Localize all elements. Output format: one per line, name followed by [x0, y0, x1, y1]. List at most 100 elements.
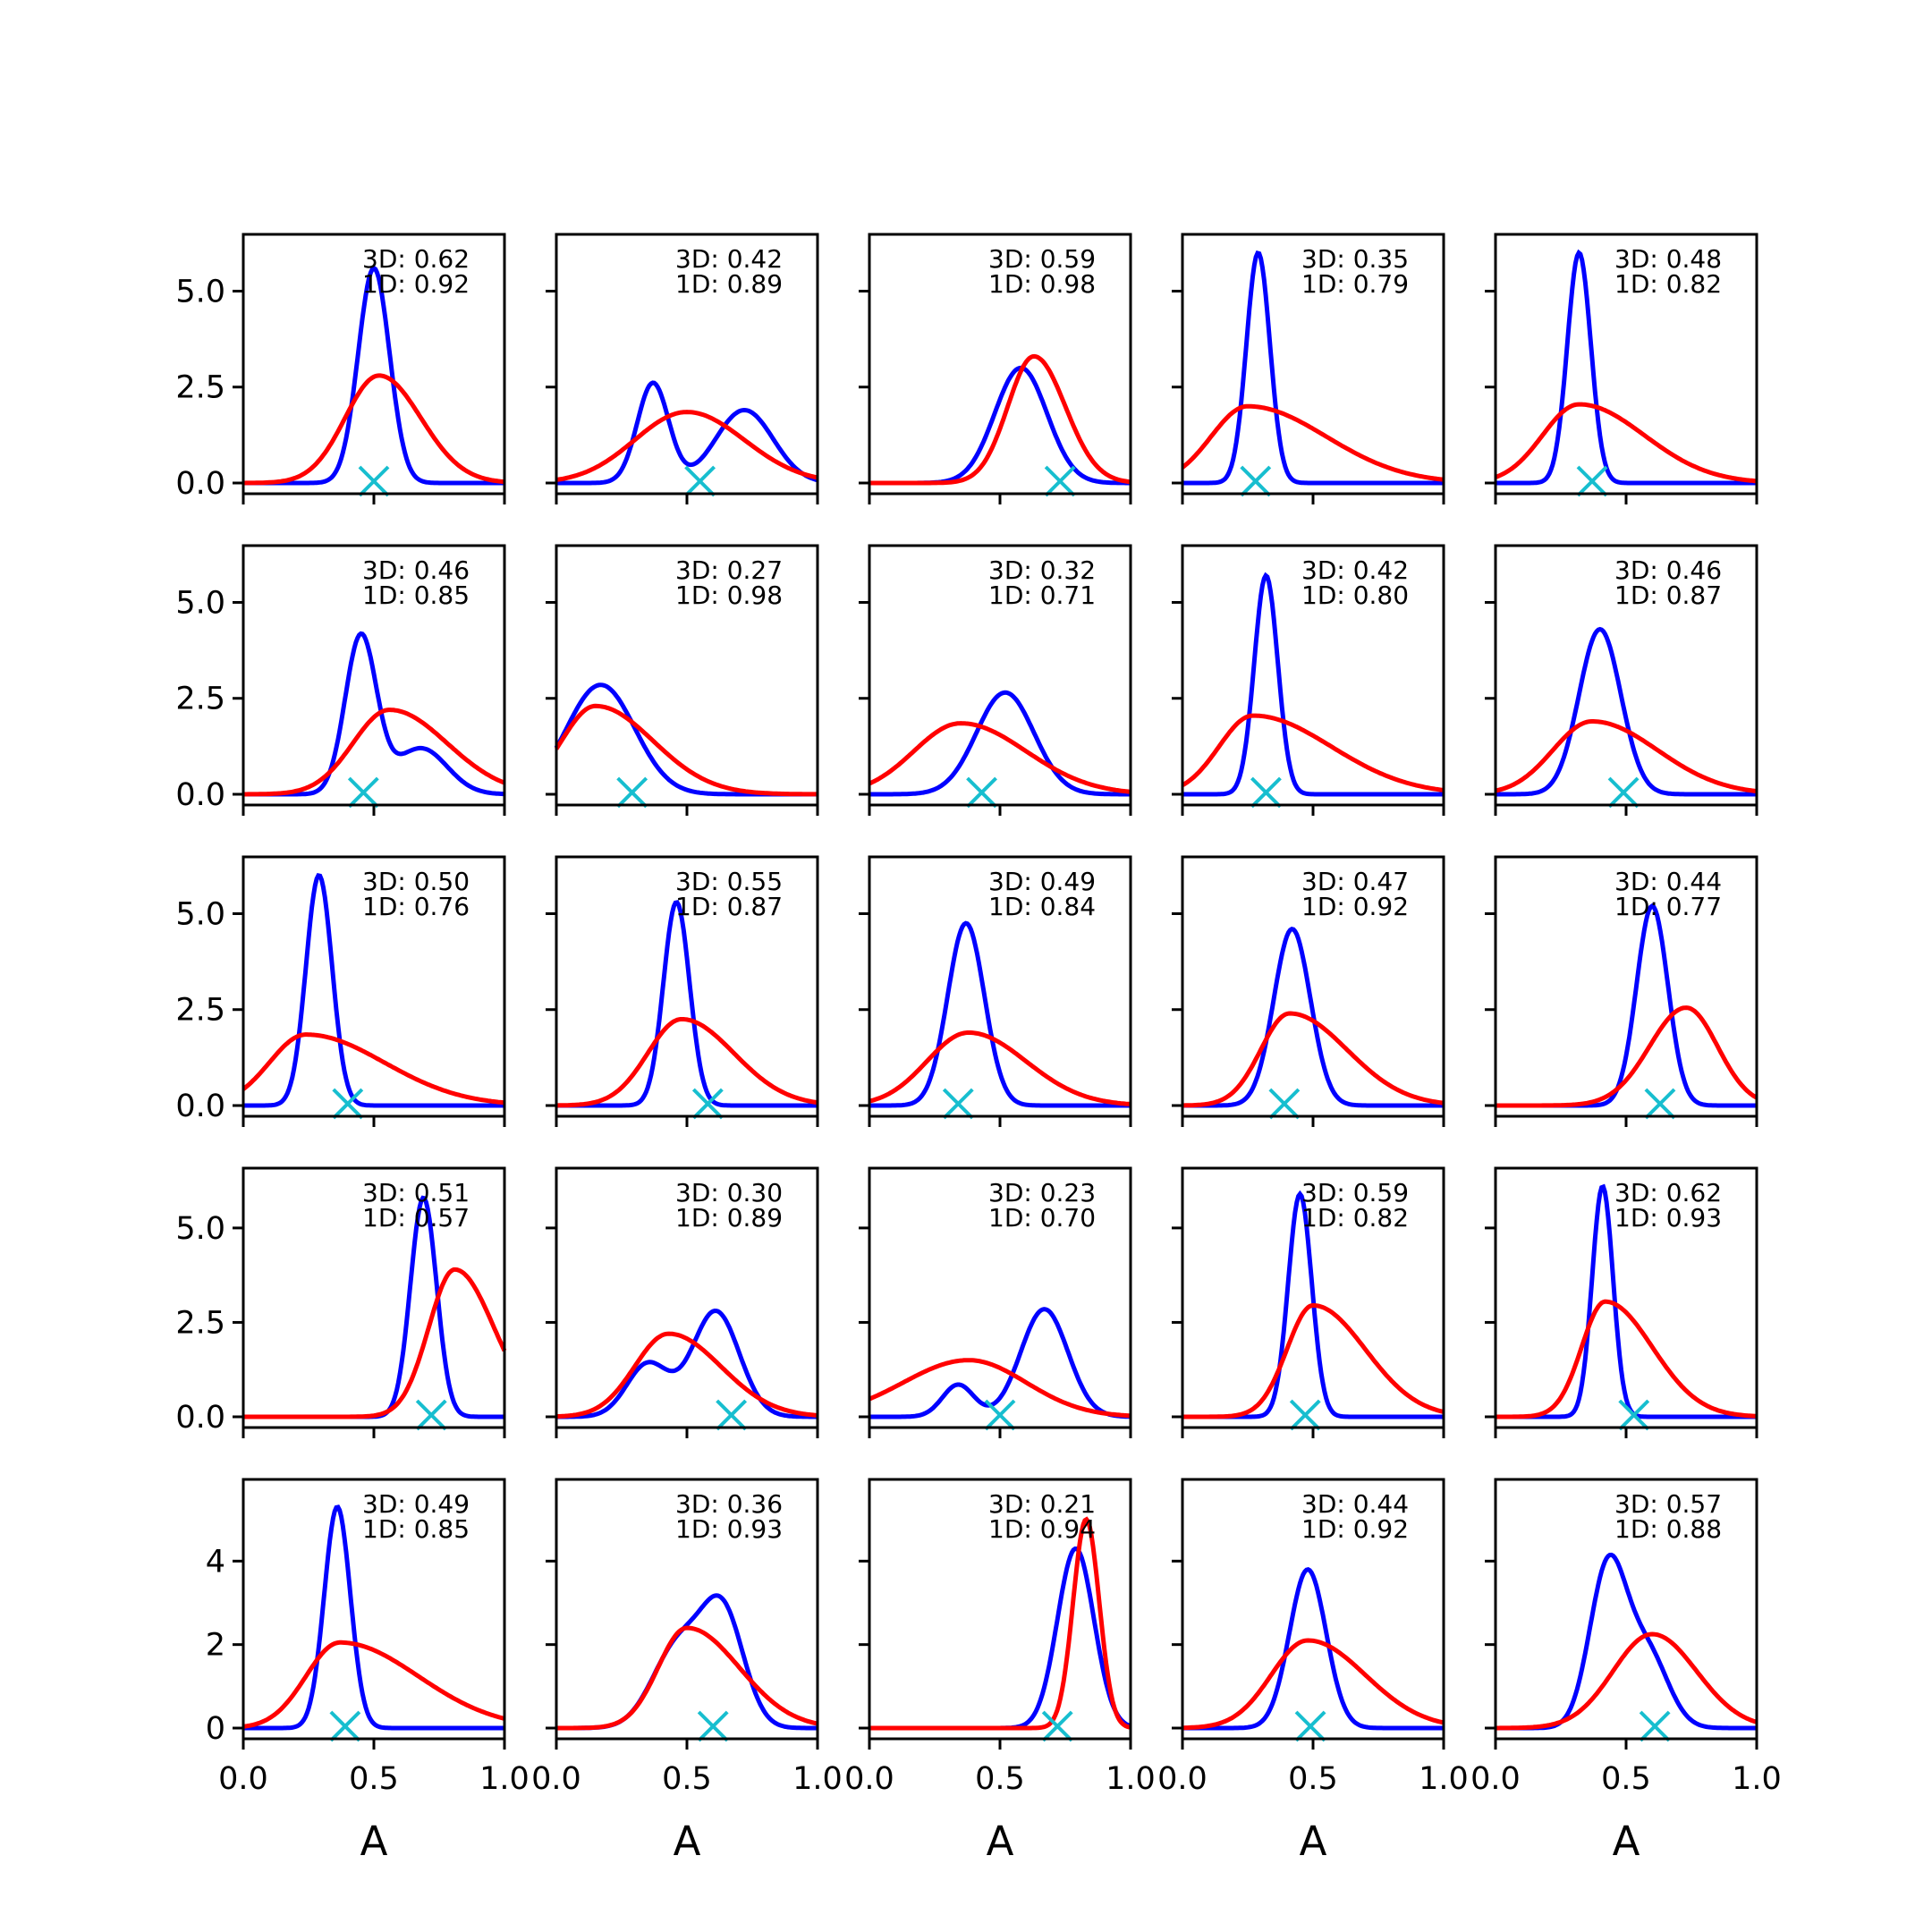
- label-3d: 3D: 0.42: [675, 244, 783, 274]
- curve-1d: [1496, 1299, 1758, 1419]
- marker-x: [1289, 1399, 1321, 1431]
- x-tick-label: 0.0: [531, 1761, 581, 1797]
- y-tick-label: 0.0: [175, 1400, 225, 1436]
- label-1d: 1D: 0.94: [988, 1514, 1096, 1544]
- curve-3d: [869, 690, 1131, 797]
- marker-x: [697, 1710, 729, 1742]
- label-1d: 1D: 0.85: [362, 1514, 470, 1544]
- label-1d: 1D: 0.93: [675, 1514, 783, 1544]
- label-3d: 3D: 0.47: [1301, 867, 1409, 896]
- label-1d: 1D: 0.89: [675, 1203, 783, 1233]
- curve-3d: [1182, 572, 1444, 797]
- curve-3d: [556, 1308, 818, 1419]
- curve-1d: [1496, 1005, 1758, 1108]
- curve-1d: [555, 1331, 818, 1419]
- curve-3d: [243, 873, 504, 1108]
- curve-1d: [1182, 1302, 1445, 1419]
- curve-3d: [556, 900, 818, 1108]
- curve-3d: [1496, 249, 1757, 486]
- marker-x: [616, 776, 648, 809]
- y-tick-label: 0: [206, 1711, 225, 1747]
- curve-1d: [242, 1032, 505, 1106]
- curve-1d: [1495, 402, 1758, 484]
- curve-1d: [1181, 403, 1445, 482]
- label-3d: 3D: 0.49: [362, 1489, 470, 1519]
- curve-3d: [243, 631, 505, 797]
- x-tick-label: 1.0: [1732, 1761, 1782, 1797]
- label-3d: 3D: 0.32: [988, 555, 1096, 585]
- label-1d: 1D: 0.80: [1301, 580, 1409, 610]
- y-tick-label: 5.0: [175, 896, 225, 932]
- marker-x: [716, 1399, 748, 1431]
- x-tick-label: 0.0: [1157, 1761, 1208, 1797]
- curve-1d: [868, 721, 1131, 794]
- x-tick-label: 1.0: [792, 1761, 843, 1797]
- curve-3d: [1496, 1552, 1757, 1731]
- x-tick-label: 0.5: [349, 1761, 399, 1797]
- x-tick-label: 0.0: [218, 1761, 268, 1797]
- label-3d: 3D: 0.62: [1614, 1178, 1722, 1208]
- curve-1d: [556, 1625, 818, 1731]
- curve-3d: [243, 1504, 504, 1731]
- label-3d: 3D: 0.44: [1301, 1489, 1409, 1519]
- label-3d: 3D: 0.35: [1301, 244, 1409, 274]
- curve-1d: [242, 1640, 505, 1729]
- label-1d: 1D: 0.82: [1301, 1203, 1409, 1233]
- label-3d: 3D: 0.46: [1614, 555, 1722, 585]
- curve-1d: [1181, 713, 1445, 792]
- marker-x: [1576, 465, 1608, 497]
- curve-3d: [1182, 927, 1444, 1108]
- marker-x: [358, 465, 390, 497]
- marker-x: [1268, 1088, 1301, 1120]
- curve-3d: [1496, 902, 1757, 1108]
- y-tick-label: 0.0: [175, 1089, 225, 1124]
- marker-x: [329, 1710, 361, 1742]
- curve-1d: [556, 1017, 818, 1108]
- marker-x: [415, 1399, 447, 1431]
- marker-x: [1618, 1399, 1650, 1431]
- marker-x: [966, 776, 997, 809]
- curve-1d: [243, 1267, 507, 1419]
- y-tick-label: 2.5: [175, 993, 225, 1029]
- curve-1d: [555, 410, 818, 482]
- curve-1d: [1182, 1011, 1445, 1108]
- label-3d: 3D: 0.57: [1614, 1489, 1722, 1519]
- y-tick-label: 2.5: [175, 370, 225, 406]
- label-1d: 1D: 0.77: [1614, 892, 1722, 921]
- marker-x: [984, 1399, 1016, 1431]
- x-axis-label: A: [674, 1818, 701, 1865]
- curve-1d: [243, 708, 505, 797]
- curve-3d: [243, 265, 504, 486]
- curve-1d: [1182, 1638, 1445, 1731]
- label-3d: 3D: 0.21: [988, 1489, 1096, 1519]
- curve-3d: [1182, 1567, 1444, 1731]
- y-tick-label: 5.0: [175, 585, 225, 621]
- marker-x: [942, 1088, 974, 1120]
- label-3d: 3D: 0.59: [988, 244, 1096, 274]
- curve-3d: [556, 380, 818, 486]
- y-tick-label: 2: [206, 1628, 225, 1664]
- label-1d: 1D: 0.98: [988, 269, 1096, 299]
- label-3d: 3D: 0.48: [1614, 244, 1722, 274]
- curve-3d: [869, 920, 1131, 1108]
- label-3d: 3D: 0.62: [362, 244, 470, 274]
- label-1d: 1D: 0.85: [362, 580, 470, 610]
- label-3d: 3D: 0.30: [675, 1178, 783, 1208]
